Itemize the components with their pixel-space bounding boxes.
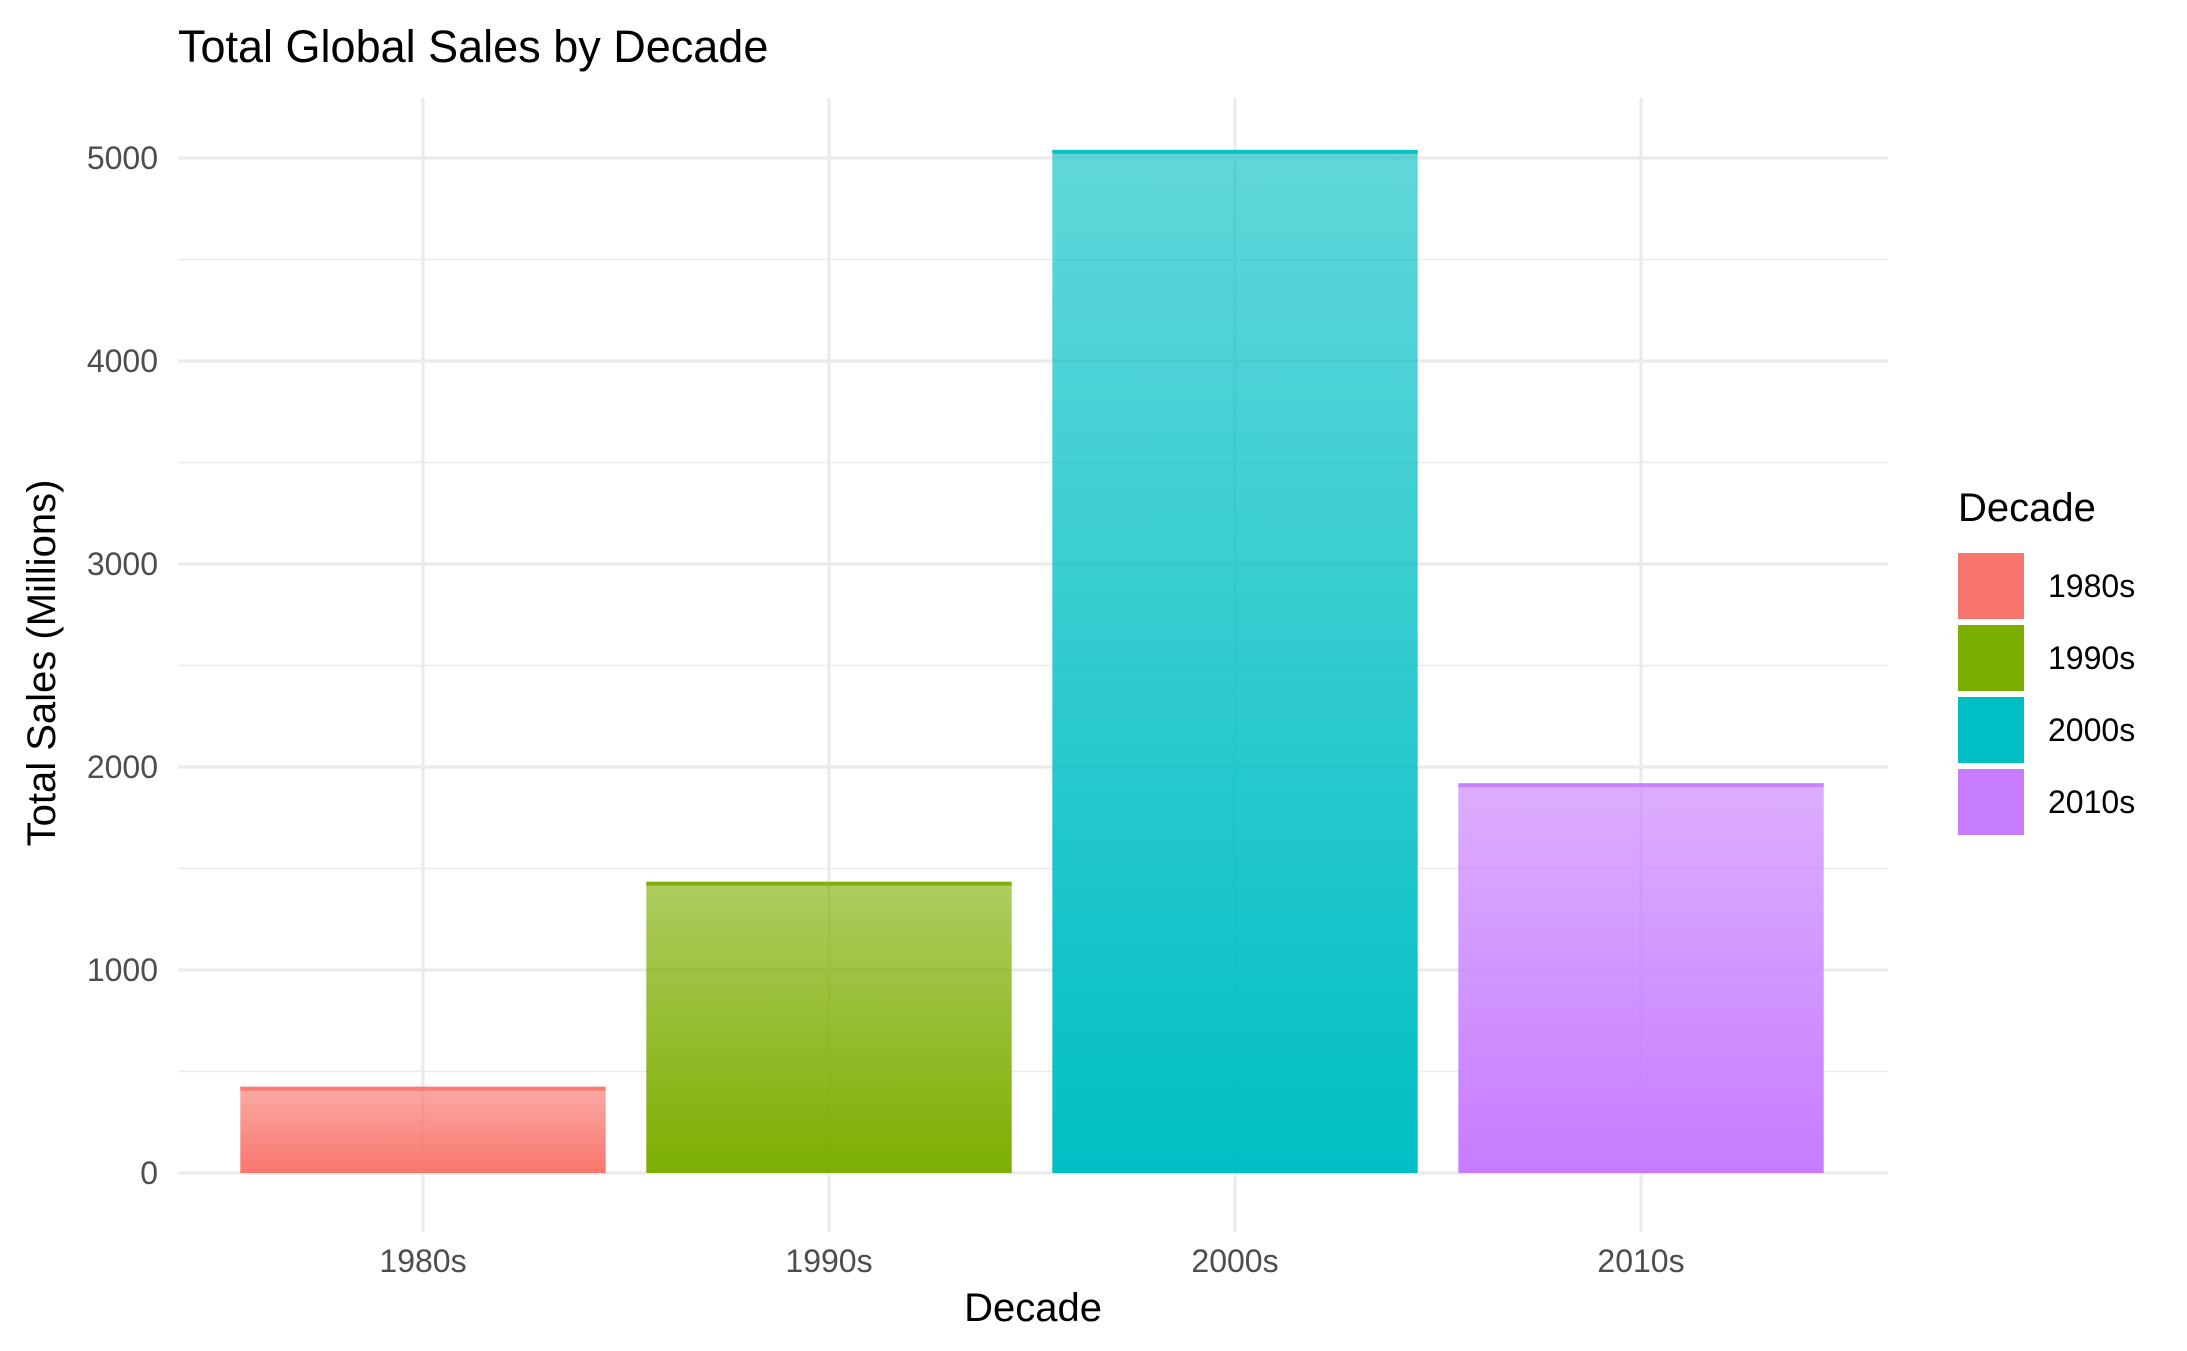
bar-cap-2000s [1052,149,1418,154]
x-tick-label: 1990s [785,1243,872,1279]
bar-2010s [1458,783,1824,1173]
x-tick-label: 2000s [1191,1243,1278,1279]
bar-1980s [240,1086,606,1173]
legend-swatch-2010s [1958,769,2024,835]
x-tick-label: 2010s [1597,1243,1684,1279]
y-tick-label: 5000 [87,140,158,176]
legend-label: 2010s [2048,784,2135,820]
y-tick-label: 0 [140,1155,158,1191]
bar-cap-1990s [646,881,1012,886]
legend-title: Decade [1958,486,2096,530]
bar-cap-1980s [240,1086,606,1091]
x-axis-ticks: 1980s 1990s 2000s 2010s [379,1243,1684,1279]
x-axis-title: Decade [964,1286,1102,1330]
y-tick-label: 1000 [87,952,158,988]
bar-2000s [1052,149,1418,1173]
legend-items: 1980s 1990s 2000s 2010s [1958,553,2135,835]
legend-label: 2000s [2048,712,2135,748]
y-tick-label: 2000 [87,749,158,785]
y-axis-ticks: 0 1000 2000 3000 4000 5000 [87,140,158,1191]
legend-swatch-1980s [1958,553,2024,619]
y-axis-title: Total Sales (Millions) [20,480,64,847]
y-tick-label: 4000 [87,343,158,379]
legend-swatch-1990s [1958,625,2024,691]
bar-1990s [646,881,1012,1173]
y-tick-label: 3000 [87,546,158,582]
legend: Decade 1980s 1990s 2000s 2010s [1958,486,2135,835]
legend-label: 1990s [2048,640,2135,676]
bars-group [240,149,1824,1173]
legend-swatch-2000s [1958,697,2024,763]
chart-title: Total Global Sales by Decade [178,21,768,72]
legend-label: 1980s [2048,568,2135,604]
bar-cap-2010s [1458,783,1824,788]
x-tick-label: 1980s [379,1243,466,1279]
